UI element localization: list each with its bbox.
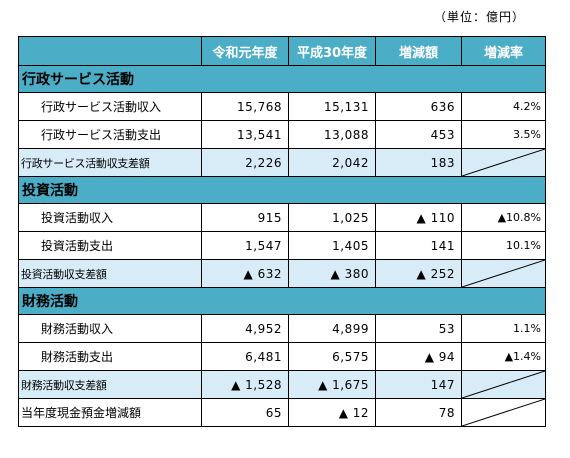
subtotal-diff: ▲ 252 — [375, 259, 462, 288]
table-row: 財務活動収入 4,952 4,899 53 1.1% — [18, 314, 546, 343]
value-h30: 4,899 — [288, 314, 376, 343]
value-rate: ▲10.8% — [461, 203, 546, 232]
value-h30: 1,025 — [288, 203, 376, 232]
row-label: 行政サービス活動支出 — [18, 120, 202, 149]
value-r1: 15,768 — [201, 92, 289, 121]
value-h30: 1,405 — [288, 231, 376, 260]
subtotal-label: 行政サービス活動収支差額 — [18, 148, 202, 177]
empty-slash-cell — [461, 148, 546, 177]
total-row: 当年度現金預金増減額 65 ▲ 12 78 — [18, 398, 546, 427]
value-r1: 6,481 — [201, 342, 289, 371]
row-label: 財務活動支出 — [18, 342, 202, 371]
row-label: 財務活動収入 — [18, 314, 202, 343]
value-diff: 636 — [375, 92, 462, 121]
table-row: 財務活動支出 6,481 6,575 ▲ 94 ▲1.4% — [18, 342, 546, 371]
value-r1: 13,541 — [201, 120, 289, 149]
row-label: 投資活動収入 — [18, 203, 202, 232]
value-rate: 1.1% — [461, 314, 546, 343]
subtotal-label: 財務活動収支差額 — [18, 370, 202, 399]
value-h30: 6,575 — [288, 342, 376, 371]
section-title: 投資活動 — [18, 176, 546, 204]
value-rate: 4.2% — [461, 92, 546, 121]
subtotal-h30: ▲ 380 — [288, 259, 376, 288]
subtotal-r1: ▲ 632 — [201, 259, 289, 288]
section-title: 行政サービス活動 — [18, 65, 546, 93]
value-h30: 15,131 — [288, 92, 376, 121]
total-r1: 65 — [201, 398, 289, 427]
subtotal-diff: 147 — [375, 370, 462, 399]
value-r1: 1,547 — [201, 231, 289, 260]
total-diff: 78 — [375, 398, 462, 427]
value-h30: 13,088 — [288, 120, 376, 149]
value-r1: 915 — [201, 203, 289, 232]
empty-slash-cell — [461, 370, 546, 399]
subtotal-r1: ▲ 1,528 — [201, 370, 289, 399]
section-row-investment: 投資活動 — [18, 176, 546, 204]
subtotal-h30: 2,042 — [288, 148, 376, 177]
cash-flow-table: 令和元年度 平成30年度 増減額 増減率 行政サービス活動 行政サービス活動収入… — [18, 36, 546, 427]
value-diff: ▲ 110 — [375, 203, 462, 232]
value-diff: 141 — [375, 231, 462, 260]
total-label: 当年度現金預金増減額 — [18, 398, 202, 427]
section-title: 財務活動 — [18, 287, 546, 315]
subtotal-row: 行政サービス活動収支差額 2,226 2,042 183 — [18, 148, 546, 177]
header-blank — [18, 36, 202, 66]
value-rate: 10.1% — [461, 231, 546, 260]
unit-label: （単位：億円） — [434, 10, 526, 24]
value-diff: 53 — [375, 314, 462, 343]
table-row: 行政サービス活動収入 15,768 15,131 636 4.2% — [18, 92, 546, 121]
empty-slash-cell — [461, 398, 546, 427]
subtotal-r1: 2,226 — [201, 148, 289, 177]
subtotal-row: 投資活動収支差額 ▲ 632 ▲ 380 ▲ 252 — [18, 259, 546, 288]
value-rate: 3.5% — [461, 120, 546, 149]
subtotal-label: 投資活動収支差額 — [18, 259, 202, 288]
value-rate: ▲1.4% — [461, 342, 546, 371]
value-r1: 4,952 — [201, 314, 289, 343]
header-r1: 令和元年度 — [201, 36, 289, 66]
section-row-finance: 財務活動 — [18, 287, 546, 315]
table-row: 投資活動収入 915 1,025 ▲ 110 ▲10.8% — [18, 203, 546, 232]
subtotal-row: 財務活動収支差額 ▲ 1,528 ▲ 1,675 147 — [18, 370, 546, 399]
header-diff: 増減額 — [375, 36, 462, 66]
subtotal-h30: ▲ 1,675 — [288, 370, 376, 399]
table-row: 投資活動支出 1,547 1,405 141 10.1% — [18, 231, 546, 260]
value-diff: 453 — [375, 120, 462, 149]
section-row-admin: 行政サービス活動 — [18, 65, 546, 93]
subtotal-diff: 183 — [375, 148, 462, 177]
header-rate: 増減率 — [461, 36, 546, 66]
empty-slash-cell — [461, 259, 546, 288]
header-h30: 平成30年度 — [288, 36, 376, 66]
header-row: 令和元年度 平成30年度 増減額 増減率 — [18, 36, 546, 66]
row-label: 行政サービス活動収入 — [18, 92, 202, 121]
row-label: 投資活動支出 — [18, 231, 202, 260]
value-diff: ▲ 94 — [375, 342, 462, 371]
total-h30: ▲ 12 — [288, 398, 376, 427]
table-row: 行政サービス活動支出 13,541 13,088 453 3.5% — [18, 120, 546, 149]
